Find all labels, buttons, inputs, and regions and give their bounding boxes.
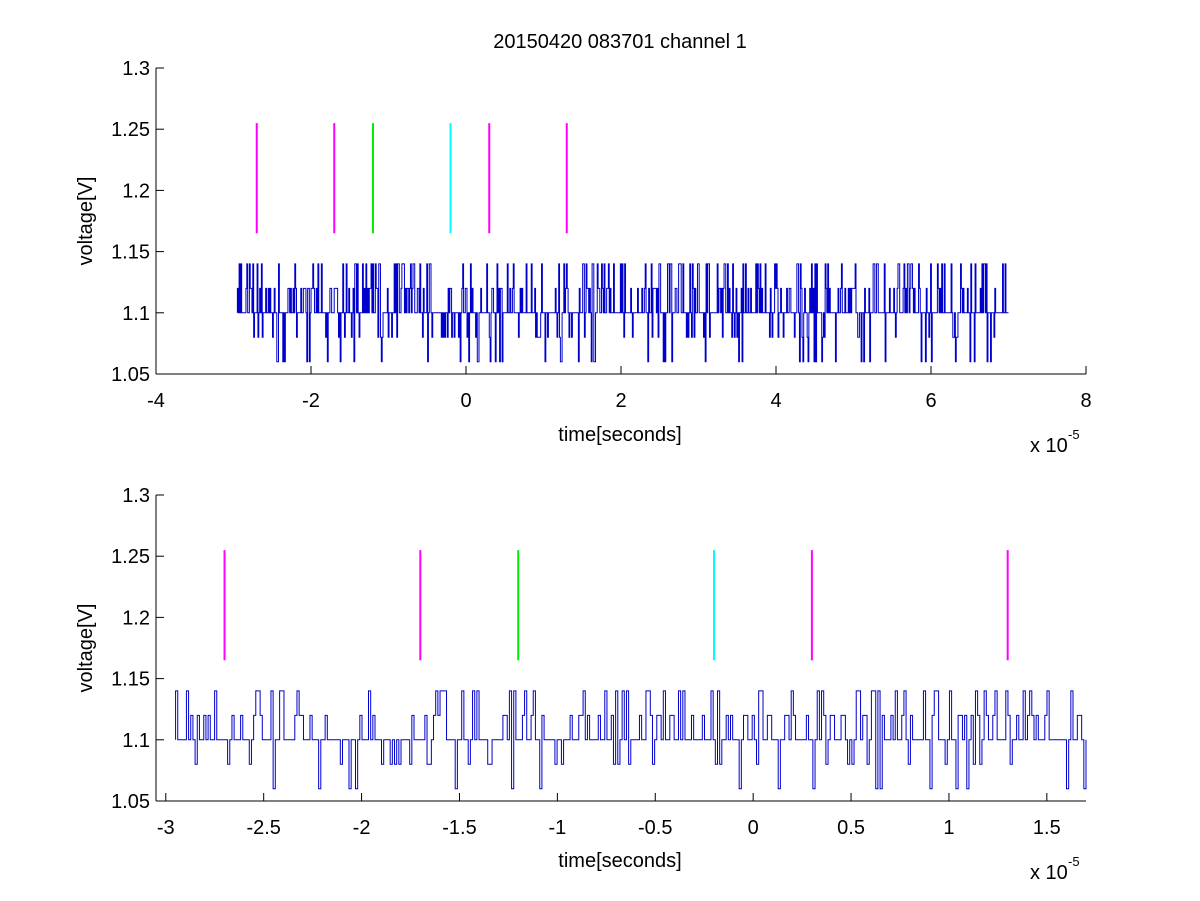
x-exponent-value: -5	[1068, 854, 1080, 869]
x-tick-label: -2.5	[246, 817, 280, 839]
y-ticks: 1.05 1.1 1.15 1.2 1.25 1.3	[111, 485, 164, 813]
x-tick-label: 0	[748, 817, 759, 839]
y-axis-label: voltage[V]	[75, 604, 97, 693]
x-ticks: -4 -2 0 2 4 6 8	[147, 366, 1092, 412]
x-tick-label: 4	[770, 390, 781, 412]
x-tick-label: -4	[147, 390, 165, 412]
x-ticks: -3 -2.5 -2 -1.5 -1 -0.5 0 0.5 1 1.5	[157, 793, 1061, 839]
x-exponent-value: -5	[1068, 427, 1080, 442]
x-tick-label: 1	[943, 817, 954, 839]
y-tick-label: 1.3	[122, 58, 150, 80]
y-tick-label: 1.1	[122, 303, 150, 325]
y-tick-label: 1.3	[122, 485, 150, 507]
x-exponent-label: x 10	[1030, 862, 1068, 884]
y-tick-label: 1.05	[111, 791, 150, 813]
x-tick-label: -1.5	[442, 817, 476, 839]
x-axis-label: time[seconds]	[558, 424, 681, 446]
y-tick-label: 1.2	[122, 607, 150, 629]
y-tick-label: 1.15	[111, 242, 150, 264]
x-tick-label: -2	[302, 390, 320, 412]
y-tick-label: 1.25	[111, 546, 150, 568]
event-markers	[223, 550, 1009, 661]
voltage-trace	[175, 690, 1087, 790]
y-tick-label: 1.05	[111, 364, 150, 386]
x-axis-label: time[seconds]	[558, 850, 681, 872]
event-markers	[255, 123, 568, 234]
x-tick-label: 0.5	[837, 817, 865, 839]
y-tick-label: 1.25	[111, 119, 150, 141]
y-tick-label: 1.15	[111, 669, 150, 691]
x-tick-label: 2	[615, 390, 626, 412]
axes-top: 1.05 1.1 1.15 1.2 1.25 1.3 -4 -2 0 2 4 6 8 time[sec…	[75, 58, 1092, 457]
x-tick-label: -2	[353, 817, 371, 839]
x-tick-label: 8	[1080, 390, 1091, 412]
x-tick-label: 0	[460, 390, 471, 412]
x-tick-label: 6	[925, 390, 936, 412]
x-tick-label: -1	[548, 817, 566, 839]
signal-path	[175, 690, 1087, 790]
x-tick-label: -0.5	[638, 817, 672, 839]
figure-title: 20150420 083701 channel 1	[493, 31, 747, 53]
y-ticks: 1.05 1.1 1.15 1.2 1.25 1.3	[111, 58, 164, 386]
x-tick-label: 1.5	[1033, 817, 1061, 839]
x-exponent-label: x 10	[1030, 435, 1068, 457]
y-tick-label: 1.2	[122, 180, 150, 202]
y-tick-label: 1.1	[122, 730, 150, 752]
x-tick-label: -3	[157, 817, 175, 839]
axes-bottom: 1.05 1.1 1.15 1.2 1.25 1.3 -3 -2.5 -2 -1.5 -1 -0.5…	[75, 485, 1087, 884]
voltage-trace	[236, 263, 1009, 363]
y-axis-label: voltage[V]	[75, 177, 97, 266]
signal-path	[236, 263, 1009, 363]
